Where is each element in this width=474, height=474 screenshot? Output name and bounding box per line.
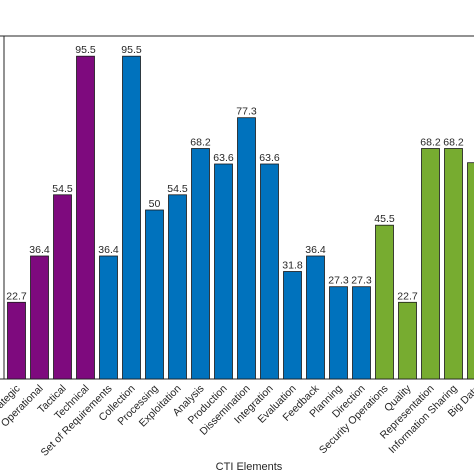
- bar: [306, 255, 325, 380]
- bar-value-label: 27.3: [328, 275, 349, 287]
- bar-value-label: 63.6: [213, 152, 234, 164]
- bar: [329, 286, 348, 380]
- bar-value-label: 95.5: [121, 44, 142, 56]
- bar: [352, 286, 371, 380]
- bar-value-label: 54.5: [167, 183, 188, 195]
- bar: [99, 255, 118, 380]
- bar-value-label: 36.4: [305, 244, 326, 256]
- x-tick-labels-group: StrategicOperationalTacticalTechnicalSet…: [0, 382, 474, 459]
- bar-value-label: 31.8: [282, 260, 303, 272]
- bar-value-label: 63.6: [259, 152, 280, 164]
- bar: [145, 209, 164, 380]
- bar: [7, 301, 26, 380]
- bar: [260, 163, 279, 380]
- x-axis-title: CTI Elements: [216, 461, 283, 473]
- bar: [30, 255, 49, 380]
- bar-value-label: 27.3: [351, 275, 372, 287]
- bar-value-label: 68.2: [420, 137, 441, 149]
- bar-value-label: 45.5: [374, 213, 395, 225]
- bar: [375, 224, 394, 380]
- bar-value-label: 95.5: [75, 44, 96, 56]
- bar-value-label: 22.7: [397, 290, 418, 302]
- bar: [76, 55, 95, 380]
- bar: [168, 194, 187, 380]
- value-labels-group: 22.736.454.595.536.495.55054.568.263.677…: [6, 44, 464, 302]
- bar: [398, 301, 417, 380]
- bars-group: [7, 55, 474, 380]
- bar: [444, 148, 463, 380]
- bar-value-label: 36.4: [98, 244, 119, 256]
- bar: [191, 148, 210, 380]
- bar: [283, 271, 302, 380]
- bar-value-label: 36.4: [29, 244, 50, 256]
- bar: [467, 162, 474, 380]
- bar: [122, 55, 141, 380]
- bar-value-label: 54.5: [52, 183, 73, 195]
- bar: [421, 148, 440, 380]
- bar: [53, 194, 72, 380]
- bar: [237, 117, 256, 380]
- plot-area: 22.736.454.595.536.495.55054.568.263.677…: [0, 35, 474, 459]
- bar-value-label: 77.3: [236, 106, 257, 118]
- bar: [214, 163, 233, 380]
- bar-value-label: 50: [149, 198, 161, 210]
- bar-value-label: 22.7: [6, 290, 27, 302]
- bar-value-label: 68.2: [190, 137, 211, 149]
- bar-value-label: 68.2: [443, 137, 464, 149]
